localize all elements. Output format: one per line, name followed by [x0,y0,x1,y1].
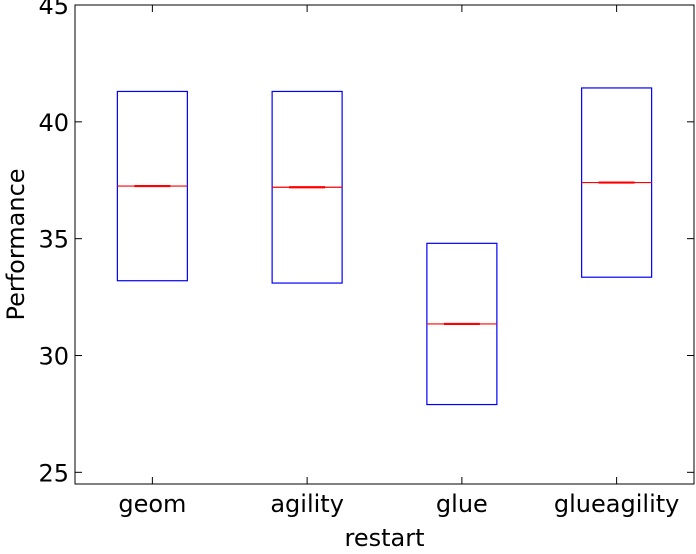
y-tick-label: 35 [38,226,69,254]
x-tick-label: glue [436,490,488,518]
x-tick-label: geom [118,490,186,518]
plot-frame [74,4,695,485]
y-tick-label: 25 [38,459,69,487]
y-tick-label: 40 [38,109,69,137]
y-tick-label: 30 [38,342,69,370]
x-tick-label: glueagility [554,490,679,518]
boxes-group [116,87,653,406]
y-tick-label: 45 [38,0,69,20]
x-axis-label: restart [344,524,424,552]
x-tick-label: agility [270,490,344,518]
axis-ticks: 25 30 35 40 45 geom agility glue glueagility [38,0,694,518]
y-axis-label: Performance [2,168,30,320]
